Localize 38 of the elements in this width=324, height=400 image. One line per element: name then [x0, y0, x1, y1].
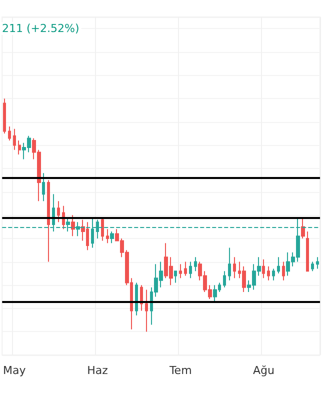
candlestick: [306, 230, 309, 272]
candlestick: [277, 256, 280, 274]
candlestick: [223, 270, 226, 288]
candlestick: [140, 284, 143, 312]
candlestick: [71, 214, 75, 237]
candlestick: [57, 200, 60, 223]
candlestick: [42, 172, 45, 202]
candlestick: [213, 284, 217, 302]
candlestick: [18, 140, 21, 156]
candlestick: [3, 98, 6, 134]
candlestick: [179, 264, 182, 279]
candlestick: [262, 258, 265, 279]
candlestick: [189, 261, 192, 279]
candlestick: [184, 261, 187, 276]
candlestick: [174, 270, 177, 284]
candlestick: [101, 216, 104, 242]
candlestick: [106, 228, 109, 244]
text: 211 (+2.52%): [2, 22, 80, 35]
candlestick: [47, 180, 50, 262]
candlestick: [316, 256, 319, 270]
candlestick: [228, 247, 231, 281]
candlestick: [13, 128, 16, 150]
x-tick-label: Haz: [87, 364, 108, 377]
candlestick: [282, 261, 285, 281]
candlestick: [135, 282, 138, 316]
candlestick: [194, 256, 197, 272]
candlestick: [8, 126, 11, 142]
candlestick: [272, 268, 275, 281]
x-tick-label: Ağu: [253, 364, 275, 377]
candlestick: [311, 261, 314, 272]
candlestick: [110, 230, 114, 244]
candlestick: [242, 266, 246, 293]
candlestick: [301, 216, 305, 239]
candlestick: [267, 266, 270, 281]
candlestick: [233, 256, 236, 279]
x-tick-label: May: [2, 364, 26, 377]
candlestick: [145, 289, 148, 332]
x-tick-label: Tem: [168, 364, 192, 377]
